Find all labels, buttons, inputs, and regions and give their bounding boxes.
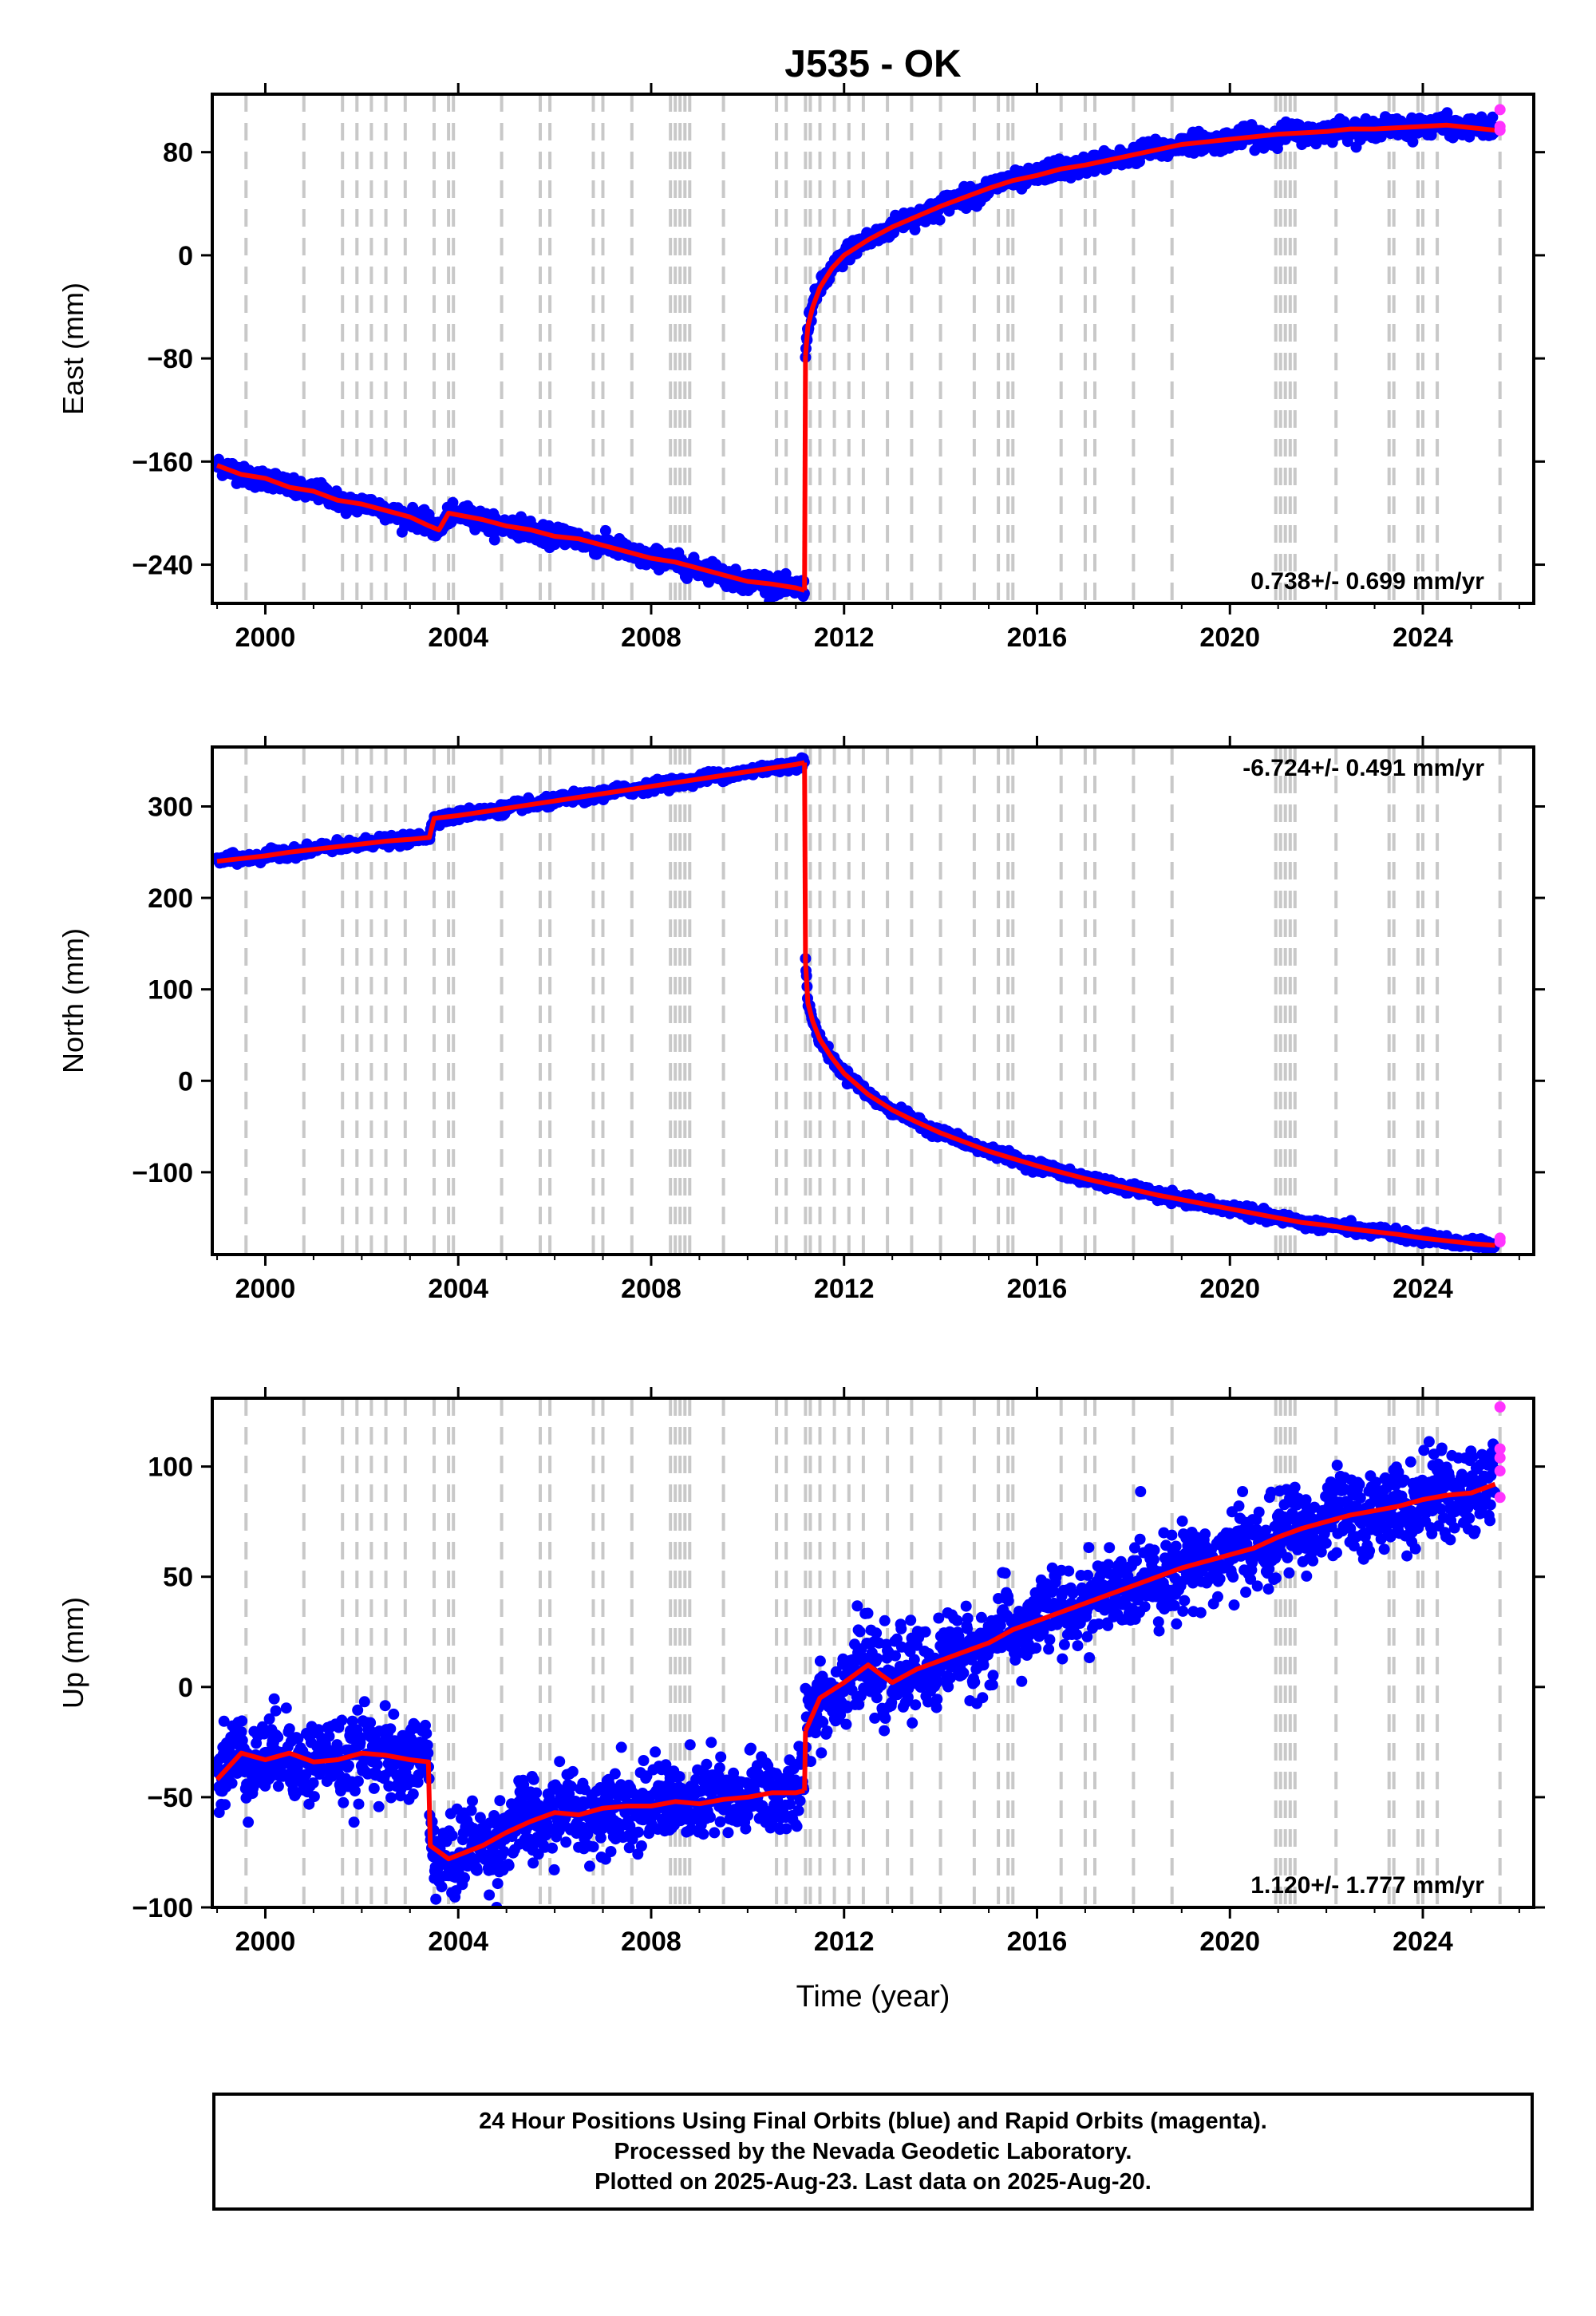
y-tick-label: 0: [178, 241, 193, 271]
y-tick-label: −80: [147, 344, 193, 374]
y-axis-label: East (mm): [57, 283, 89, 415]
model-line-segment-1: [803, 122, 1495, 357]
data-point: [1441, 107, 1453, 119]
model-offset-line: [802, 355, 808, 591]
velocity-rate-label: 0.738+/- 0.699 mm/yr: [1250, 568, 1484, 595]
model-line-segment-0: [216, 760, 805, 864]
data-point: [1407, 136, 1419, 148]
y-tick-label: 80: [163, 138, 193, 168]
rapid-orbit-point: [1494, 104, 1506, 116]
data-point: [836, 261, 848, 273]
axes-frame: [211, 93, 1535, 605]
data-point: [780, 567, 792, 579]
plot-area: [212, 747, 1506, 1255]
x-tick-label: 2020: [1199, 622, 1260, 653]
east-panel: 2000 2004 2008 2012 2016 2020 2024 80 0 −80 −160 −2…: [57, 83, 1545, 653]
final-orbit-points: [212, 453, 810, 603]
x-tick-label: 2012: [814, 622, 875, 653]
y-tick-label: −240: [132, 551, 193, 581]
x-tick-label: 2008: [621, 622, 681, 653]
rapid-orbit-point: [1494, 124, 1506, 136]
y-tick-label: −160: [132, 447, 193, 477]
data-point: [488, 534, 500, 546]
model-line-segment-0: [215, 463, 806, 593]
x-tick-label: 2016: [1007, 622, 1068, 653]
data-point: [934, 214, 946, 226]
x-tick-label: 2024: [1393, 622, 1453, 653]
x-tick-label: 2000: [235, 622, 296, 653]
data-point: [447, 496, 459, 508]
data-point: [1487, 111, 1499, 123]
x-tick-label: 2004: [428, 622, 488, 653]
plot-area: [212, 94, 1506, 603]
data-point: [599, 524, 611, 536]
chart-title: J535 - OK: [784, 43, 962, 85]
north-panel: 2000 2004 2008 2012 2016 2020 20243002001000−1…: [57, 736, 1545, 1304]
